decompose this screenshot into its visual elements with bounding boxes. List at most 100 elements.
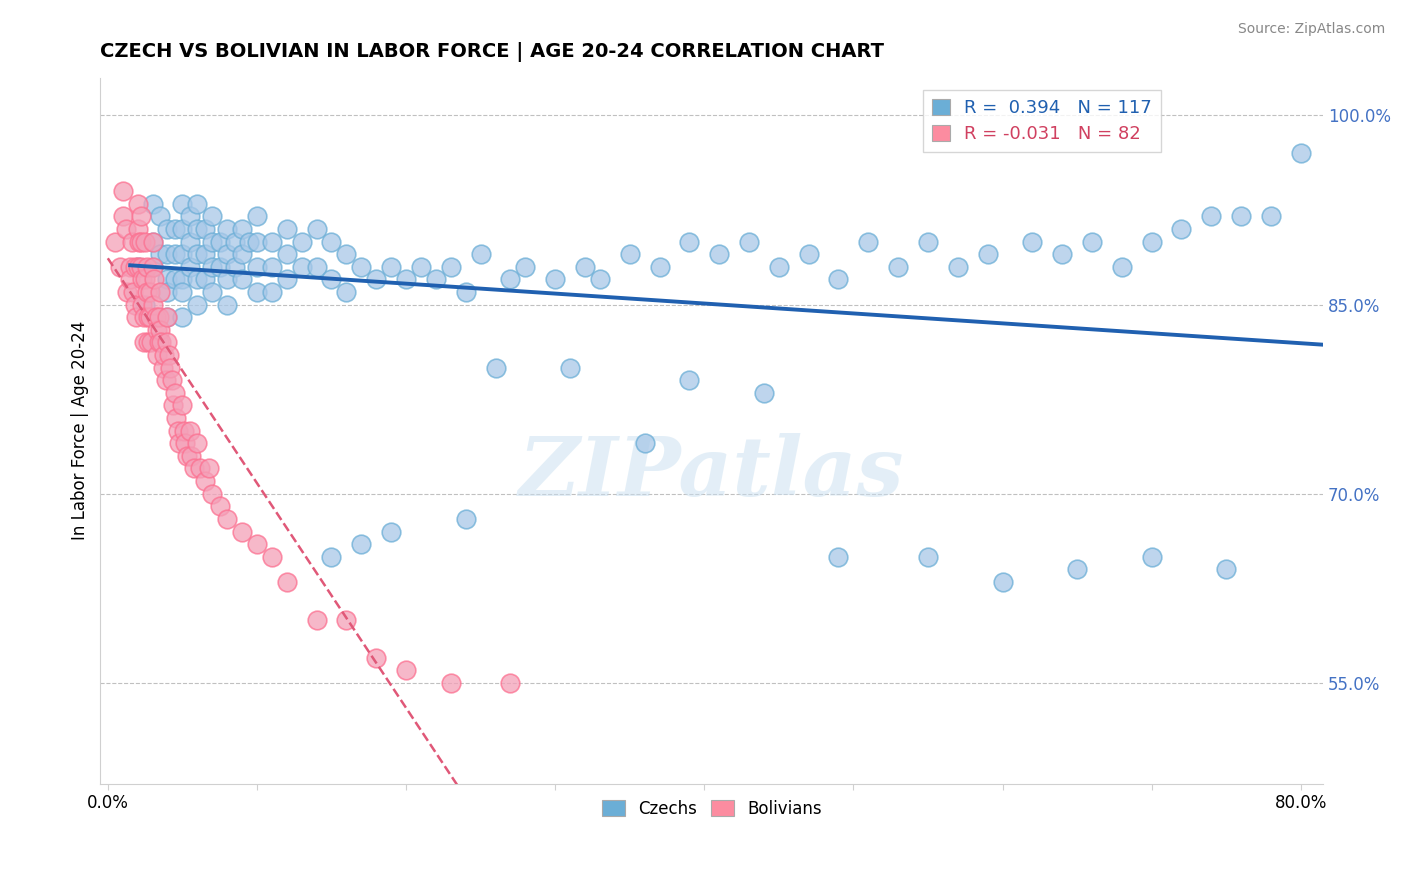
Point (165, 411, 187, 425)
Point (738, 235, 761, 249)
Point (172, 399, 194, 413)
Text: ZIPatlas: ZIPatlas (519, 433, 904, 513)
Point (155, 373, 177, 387)
Point (179, 209, 201, 223)
Text: Source: ZipAtlas.com: Source: ZipAtlas.com (1237, 22, 1385, 37)
Point (125, 310, 148, 325)
Point (194, 247, 217, 261)
Point (217, 512, 239, 526)
Point (217, 247, 239, 261)
Point (128, 235, 150, 249)
Point (291, 260, 314, 274)
Point (124, 260, 146, 274)
Point (127, 260, 149, 274)
Point (678, 373, 700, 387)
Point (127, 260, 149, 274)
Point (157, 348, 180, 362)
Point (173, 424, 195, 438)
Point (589, 272, 612, 286)
Point (208, 500, 231, 514)
Point (122, 285, 145, 299)
Point (172, 196, 194, 211)
Point (544, 272, 567, 286)
Point (149, 209, 172, 223)
Point (276, 247, 298, 261)
Point (217, 222, 239, 236)
Point (1289, 146, 1312, 161)
Point (709, 247, 731, 261)
Point (104, 235, 127, 249)
Point (180, 449, 202, 463)
Point (887, 260, 910, 274)
Point (111, 209, 134, 223)
Point (976, 247, 998, 261)
Point (1081, 235, 1104, 249)
Point (425, 272, 447, 286)
Point (246, 209, 269, 223)
Point (208, 235, 231, 249)
Point (132, 335, 155, 350)
Point (440, 260, 463, 274)
Point (145, 310, 167, 325)
Point (276, 222, 298, 236)
Point (135, 260, 157, 274)
Point (172, 247, 194, 261)
Point (1111, 260, 1133, 274)
Point (156, 247, 179, 261)
Point (917, 235, 939, 249)
Point (768, 260, 790, 274)
Point (231, 272, 253, 286)
Point (991, 574, 1014, 589)
Point (134, 297, 156, 311)
Point (136, 310, 159, 325)
Point (633, 436, 655, 450)
Point (208, 260, 231, 274)
Point (124, 297, 146, 311)
Point (246, 537, 269, 551)
Point (148, 335, 170, 350)
Point (172, 222, 194, 236)
Point (163, 247, 186, 261)
Point (149, 285, 172, 299)
Point (276, 574, 298, 589)
Point (156, 310, 179, 325)
Point (858, 235, 880, 249)
Point (186, 272, 208, 286)
Point (246, 260, 269, 274)
Point (141, 297, 163, 311)
Point (141, 260, 163, 274)
Point (305, 613, 328, 627)
Point (217, 297, 239, 311)
Point (1230, 209, 1253, 223)
Point (172, 310, 194, 325)
Point (454, 512, 477, 526)
Point (156, 310, 179, 325)
Point (1140, 549, 1163, 564)
Point (198, 461, 221, 475)
Point (350, 537, 373, 551)
Point (163, 385, 186, 400)
Point (156, 272, 179, 286)
Point (163, 272, 186, 286)
Point (366, 650, 388, 665)
Point (141, 260, 163, 274)
Point (678, 235, 700, 249)
Point (238, 235, 260, 249)
Point (1140, 235, 1163, 249)
Point (246, 235, 269, 249)
Point (499, 676, 522, 690)
Legend: Czechs, Bolivians: Czechs, Bolivians (595, 794, 828, 825)
Point (143, 272, 166, 286)
Point (194, 272, 217, 286)
Point (321, 549, 343, 564)
Point (260, 549, 283, 564)
Point (160, 373, 183, 387)
Point (1170, 222, 1192, 236)
Point (380, 260, 402, 274)
Point (827, 272, 849, 286)
Point (395, 272, 418, 286)
Point (276, 272, 298, 286)
Point (127, 196, 149, 211)
Point (231, 222, 253, 236)
Point (129, 260, 152, 274)
